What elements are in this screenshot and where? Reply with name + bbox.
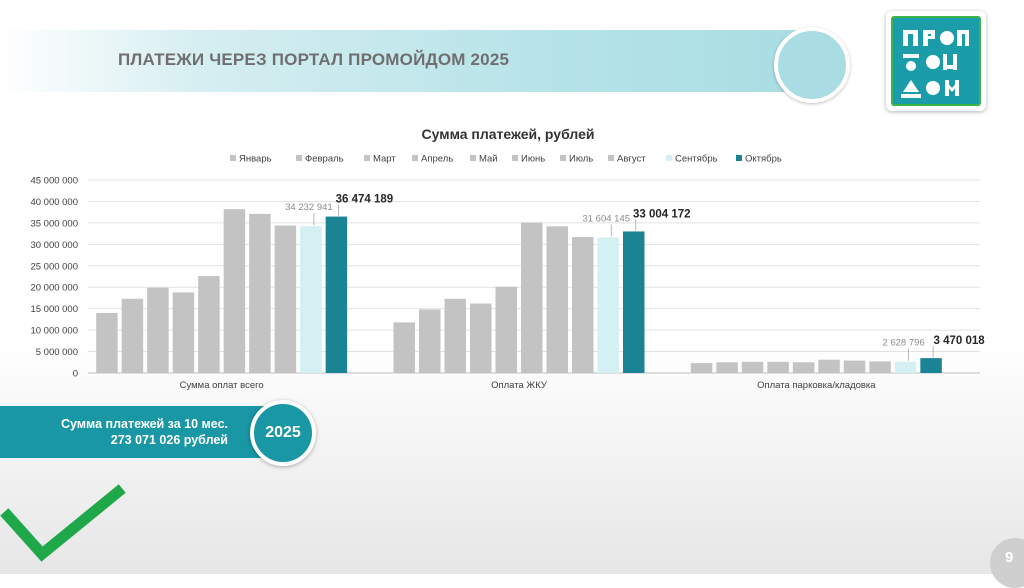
- bar: [597, 237, 619, 373]
- category-label: Оплата ЖКУ: [491, 380, 548, 391]
- logo-panel: [891, 16, 981, 106]
- bar: [690, 363, 713, 373]
- x-axis-categories: Сумма оплат всего Оплата ЖКУ Оплата парков…: [180, 380, 877, 391]
- bar: [147, 287, 169, 373]
- bar: [198, 276, 220, 373]
- page-number: 9: [1005, 549, 1014, 566]
- legend-swatch: [412, 155, 418, 161]
- y-tick-label: 15 000 000: [30, 304, 78, 315]
- bar: [419, 309, 441, 373]
- legend-swatch: [364, 155, 370, 161]
- legend-label: Май: [479, 154, 498, 165]
- bar: [716, 362, 738, 373]
- y-tick-label: 35 000 000: [30, 218, 78, 229]
- checkmark-icon: [0, 484, 126, 562]
- bar: [121, 298, 144, 373]
- legend-swatch: [608, 155, 614, 161]
- bar: [521, 222, 543, 373]
- category-label: Сумма оплат всего: [180, 380, 264, 391]
- y-tick-label: 5 000 000: [36, 347, 78, 358]
- legend-label: Август: [617, 154, 646, 165]
- summary-text: Сумма платежей за 10 мес. 273 071 026 ру…: [61, 416, 228, 448]
- bar: [470, 303, 492, 373]
- bar: [920, 358, 942, 373]
- bar: [869, 361, 891, 373]
- legend-swatch: [736, 155, 742, 161]
- y-tick-label: 25 000 000: [30, 261, 78, 272]
- y-tick-label: 0: [73, 369, 78, 380]
- page-title: ПЛАТЕЖИ ЧЕРЕЗ ПОРТАЛ ПРОМОЙДОМ 2025: [118, 50, 510, 69]
- bar: [894, 361, 917, 373]
- bar: [325, 216, 348, 373]
- bar: [300, 226, 322, 373]
- bar: [393, 322, 415, 373]
- category-label: Оплата парковка/кладовка: [757, 380, 876, 391]
- bar: [818, 359, 840, 373]
- bar: [223, 209, 246, 373]
- summary-line-2: 273 071 026 рублей: [110, 433, 228, 447]
- legend-label: Март: [373, 154, 396, 165]
- y-tick-label: 10 000 000: [30, 326, 78, 337]
- data-label: 2 628 796: [882, 338, 924, 349]
- bar: [274, 225, 297, 373]
- summary-band: Сумма платежей за 10 мес. 273 071 026 ру…: [0, 406, 272, 458]
- legend-swatch: [666, 155, 672, 161]
- summary-line-1: Сумма платежей за 10 мес.: [60, 417, 228, 431]
- y-tick-label: 45 000 000: [30, 176, 78, 187]
- legend-label: Сентябрь: [675, 154, 718, 165]
- chart-title: Сумма платежей, рублей: [422, 126, 595, 142]
- logo-mark-icon: [901, 30, 969, 98]
- year-badge: 2025: [250, 400, 316, 466]
- bar: [495, 286, 517, 373]
- bar: [172, 292, 195, 373]
- data-label: 3 470 018: [933, 335, 985, 347]
- header-band: [0, 30, 800, 92]
- bar: [792, 362, 815, 373]
- legend-label: Июль: [569, 154, 593, 165]
- bar: [249, 213, 271, 373]
- y-tick-label: 30 000 000: [30, 240, 78, 251]
- data-label: 33 004 172: [633, 208, 691, 220]
- legend-label: Июнь: [521, 154, 545, 165]
- legend-swatch: [230, 155, 236, 161]
- bar: [623, 231, 645, 373]
- legend-swatch: [560, 155, 566, 161]
- legend-swatch: [470, 155, 476, 161]
- legend-label: Февраль: [305, 154, 344, 165]
- header-circle: [774, 27, 850, 103]
- data-label: 31 604 145: [582, 213, 630, 224]
- y-axis-ticks: 0 5 000 000 10 000 000 15 000 000 20 000 000…: [30, 176, 78, 380]
- y-tick-label: 40 000 000: [30, 197, 78, 208]
- promoydom-logo: [886, 11, 986, 111]
- payments-chart: Сумма платежей, рублей Январь Февраль Март…: [30, 126, 985, 391]
- data-label: 34 232 941: [285, 202, 333, 213]
- bar: [741, 361, 764, 373]
- y-tick-label: 20 000 000: [30, 283, 78, 294]
- bar: [843, 360, 866, 373]
- chart-legend: Январь Февраль Март Апрель Май Июнь Июль Август…: [230, 154, 782, 165]
- bar: [546, 226, 568, 373]
- legend-swatch: [296, 155, 302, 161]
- legend-swatch: [512, 155, 518, 161]
- bar: [96, 312, 118, 373]
- data-label: 36 474 189: [336, 194, 394, 206]
- bar: [444, 298, 466, 373]
- bar: [767, 361, 789, 373]
- bar: [572, 237, 594, 373]
- legend-label: Октябрь: [745, 154, 782, 165]
- legend-label: Апрель: [421, 154, 453, 165]
- chart-bars: [96, 209, 942, 373]
- legend-label: Январь: [239, 154, 272, 165]
